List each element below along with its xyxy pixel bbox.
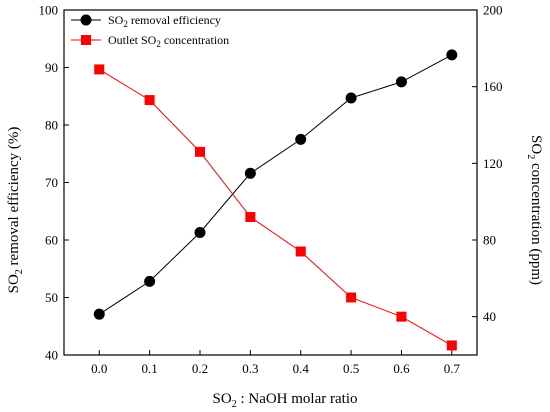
x-tick-label: 0.4 (293, 361, 310, 376)
left-y-tick-label: 80 (45, 118, 58, 133)
plot-frame (63, 9, 478, 356)
data-point-concentration (396, 311, 407, 322)
data-point-efficiency (144, 275, 156, 287)
x-axis-title: SO2 : NaOH molar ratio (213, 391, 358, 410)
right-y-tick-label: 40 (483, 309, 496, 324)
data-point-concentration (245, 212, 256, 222)
data-point-efficiency (93, 308, 105, 320)
data-point-efficiency (194, 227, 206, 239)
data-point-concentration (194, 146, 205, 157)
legend-label-efficiency: SO2 removal efficiency (108, 13, 221, 29)
legend-label-concentration: Outlet SO2 concentration (108, 33, 229, 49)
data-point-concentration (295, 246, 306, 257)
left-y-tick-label: 90 (45, 60, 58, 75)
left-y-tick-label: 50 (45, 290, 58, 305)
left-y-tick-label: 70 (45, 175, 58, 190)
right-y-tick-label: 200 (483, 3, 503, 18)
data-point-efficiency (345, 92, 357, 104)
x-tick-label: 0.0 (91, 361, 107, 376)
right-y-tick-label: 80 (483, 233, 496, 248)
left-y-tick-label: 100 (39, 3, 59, 18)
legend: SO2 removal efficiency Outlet SO2 concen… (71, 13, 229, 49)
data-point-concentration (94, 64, 105, 75)
right-y-tick-label: 160 (483, 79, 503, 94)
data-point-efficiency (395, 76, 407, 88)
legend-marker-efficiency (80, 14, 92, 26)
data-point-efficiency (244, 167, 256, 179)
right-y-tick-label: 120 (483, 156, 503, 171)
data-point-efficiency (446, 49, 458, 61)
x-tick-label: 0.5 (343, 361, 359, 376)
data-point-concentration (346, 292, 357, 303)
data-point-efficiency (295, 133, 307, 145)
legend-marker-concentration (81, 35, 91, 45)
x-tick-label: 0.6 (393, 361, 410, 376)
right-y-axis-title: SO2 concentration (ppm) (525, 135, 544, 285)
x-tick-label: 0.2 (192, 361, 208, 376)
plot-area: 0.0 0.1 0.2 0.3 0.4 0.5 0.6 0.7 40 50 60 70 80 90 100 4… (39, 3, 503, 377)
series-line-0 (99, 54, 453, 315)
x-tick-label: 0.1 (141, 361, 157, 376)
x-tick-label: 0.7 (444, 361, 461, 376)
series-line-1 (99, 68, 453, 346)
data-point-concentration (446, 340, 457, 351)
left-y-axis-title: SO2 removal efficiency (%) (6, 127, 25, 294)
left-y-tick-label: 60 (45, 233, 58, 248)
data-point-concentration (144, 95, 155, 106)
left-y-tick-label: 40 (45, 348, 58, 363)
x-tick-label: 0.3 (242, 361, 258, 376)
